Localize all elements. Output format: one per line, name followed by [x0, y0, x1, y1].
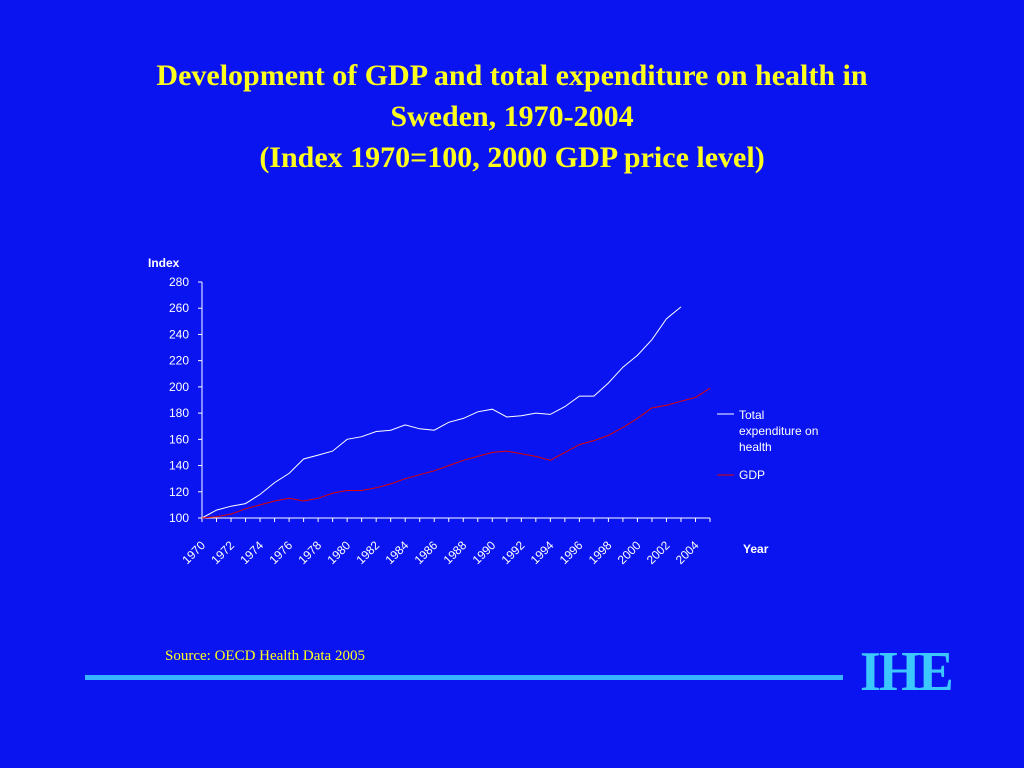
y-tick-label: 180: [169, 406, 189, 420]
y-tick-label: 220: [169, 354, 189, 368]
legend-label-health-line: health: [739, 440, 772, 454]
x-tick-label: 1996: [557, 538, 586, 567]
y-tick-label: 280: [169, 275, 189, 289]
source-note: Source: OECD Health Data 2005: [165, 648, 365, 664]
x-tick-label: 1998: [586, 538, 615, 567]
x-tick-label: 1994: [528, 538, 557, 567]
x-tick-label: 1974: [237, 538, 266, 567]
series-line-gdp: [201, 387, 711, 519]
y-tick-label: 120: [169, 485, 189, 499]
x-tick-label: 1986: [412, 538, 441, 567]
title-line-3: (Index 1970=100, 2000 GDP price level): [259, 141, 765, 174]
y-tick-label: 140: [169, 459, 189, 473]
x-tick-label: 1978: [295, 538, 324, 567]
x-tick-label: 1988: [441, 538, 470, 567]
x-tick-label: 1982: [354, 538, 383, 567]
title-line-1: Development of GDP and total expenditure…: [156, 59, 868, 92]
y-tick-label: 200: [169, 380, 189, 394]
slide-title: Development of GDP and total expenditure…: [40, 55, 984, 178]
footer-rule: [85, 675, 843, 680]
x-tick-label: 2000: [615, 538, 644, 567]
x-tick-label: 1990: [470, 538, 499, 567]
x-tick-label: 2002: [644, 538, 673, 567]
x-tick-label: 1976: [266, 538, 295, 567]
y-axis-title: Index: [148, 256, 180, 270]
y-tick-label: 100: [169, 511, 189, 525]
legend-label-health-line: expenditure on: [739, 424, 818, 438]
x-tick-label: 2004: [673, 538, 702, 567]
series-line-health-expenditure: [201, 306, 682, 519]
title-line-2: Sweden, 1970-2004: [390, 100, 634, 133]
legend-label-health: Total expenditure on health: [739, 408, 818, 454]
ihe-logo: IHE: [860, 641, 954, 703]
y-tick-label: 260: [169, 301, 189, 315]
y-tick-label: 160: [169, 432, 189, 446]
x-axis-title: Year: [743, 542, 769, 556]
legend-label-health-line: Total: [739, 408, 764, 422]
x-tick-label: 1992: [499, 538, 528, 567]
x-tick-label: 1972: [208, 538, 237, 567]
x-tick-label: 1970: [179, 538, 208, 567]
legend-label-gdp: GDP: [739, 468, 765, 482]
x-tick-label: 1980: [324, 538, 353, 567]
y-tick-label: 240: [169, 327, 189, 341]
x-tick-label: 1984: [383, 538, 412, 567]
